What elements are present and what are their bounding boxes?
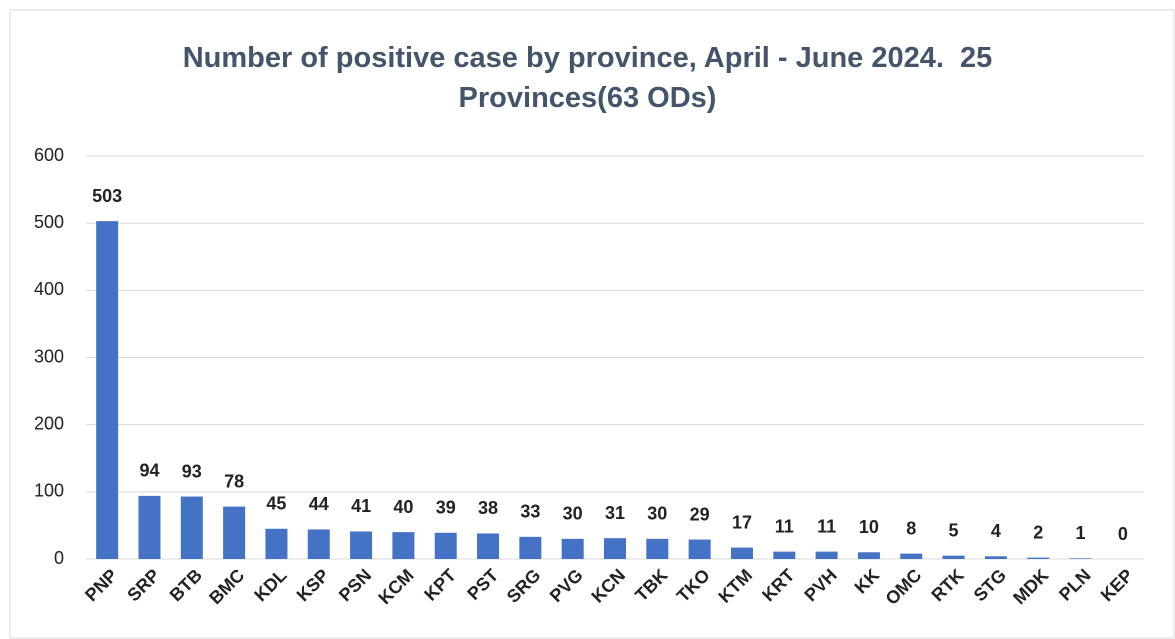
bar (434, 532, 457, 559)
value-label: 41 (351, 496, 371, 516)
x-tick-label: PNP (81, 565, 121, 605)
x-tick-label: BMC (205, 565, 248, 608)
value-label: 5 (949, 520, 959, 540)
x-tick-label: OMC (882, 565, 926, 609)
value-label: 10 (859, 517, 879, 537)
bar (815, 551, 838, 559)
x-tick-label: PSN (335, 565, 375, 605)
x-tick-label: KRT (758, 565, 798, 605)
bar (730, 547, 753, 559)
bar (773, 551, 796, 559)
bar (519, 536, 542, 559)
value-label: 39 (436, 498, 456, 518)
value-label: 29 (690, 504, 710, 524)
x-tick-label: MDK (1009, 565, 1052, 608)
y-tick-label: 400 (34, 279, 64, 299)
x-tick-label: KDL (250, 565, 290, 605)
x-tick-label: SRP (123, 565, 163, 605)
x-tick-label: KCN (587, 565, 629, 607)
x-tick-label: KPT (420, 565, 460, 605)
x-tick-label: STG (970, 565, 1010, 605)
bar (688, 539, 711, 559)
x-tick-label: TKO (673, 565, 714, 606)
bar (350, 531, 373, 559)
bar (561, 538, 584, 559)
bar (307, 529, 330, 559)
x-tick-label: RTK (927, 565, 967, 605)
bar (900, 553, 923, 559)
value-label: 2 (1033, 522, 1043, 542)
value-label: 17 (732, 512, 752, 532)
x-tick-label: BTB (166, 565, 206, 605)
bar (1069, 558, 1092, 559)
value-label: 44 (309, 494, 329, 514)
value-label: 45 (266, 494, 286, 514)
bar (984, 556, 1007, 559)
y-tick-label: 300 (34, 346, 64, 366)
x-tick-label: KK (851, 565, 884, 598)
y-tick-label: 100 (34, 481, 64, 501)
value-label: 0 (1118, 524, 1128, 544)
x-tick-label: SRG (503, 565, 545, 607)
value-label: 94 (139, 461, 159, 481)
bar (180, 496, 203, 559)
chart-title: Number of positive case by province, Apr… (182, 42, 1001, 114)
x-tick-label: TBK (631, 565, 671, 605)
value-label: 38 (478, 498, 498, 518)
bar (857, 552, 880, 559)
value-label: 503 (92, 186, 122, 206)
bar (265, 528, 288, 559)
x-tick-label: KTM (714, 565, 756, 607)
value-label: 11 (775, 516, 794, 536)
bar (138, 495, 161, 559)
x-tick-label: PST (463, 565, 502, 604)
bar (223, 506, 246, 559)
value-label: 93 (182, 461, 202, 481)
y-tick-label: 0 (54, 548, 64, 568)
value-label: 4 (991, 521, 1001, 541)
x-tick-label: PVG (546, 565, 587, 606)
bar (96, 221, 119, 559)
value-label: 30 (563, 504, 583, 524)
bar (604, 538, 626, 559)
x-tick-label: PVH (800, 565, 840, 605)
bar (477, 533, 500, 559)
value-label: 78 (224, 471, 244, 491)
chart-border (9, 9, 1175, 639)
x-tick-label: KSP (293, 565, 333, 605)
value-label: 30 (647, 504, 667, 524)
x-tick-label: KCM (374, 565, 417, 608)
bar (1027, 557, 1050, 559)
x-tick-label: KEP (1097, 565, 1137, 605)
bar (942, 555, 965, 559)
bar (392, 532, 415, 559)
value-label: 40 (393, 497, 413, 517)
value-label: 8 (906, 518, 916, 538)
y-tick-label: 500 (34, 212, 64, 232)
value-label: 11 (817, 516, 836, 536)
x-tick-label: PLN (1055, 565, 1095, 605)
value-label: 1 (1076, 523, 1086, 543)
y-tick-label: 200 (34, 413, 64, 433)
value-label: 33 (520, 502, 540, 522)
value-label: 31 (605, 503, 625, 523)
y-tick-label: 600 (34, 145, 64, 165)
bar (646, 538, 669, 559)
